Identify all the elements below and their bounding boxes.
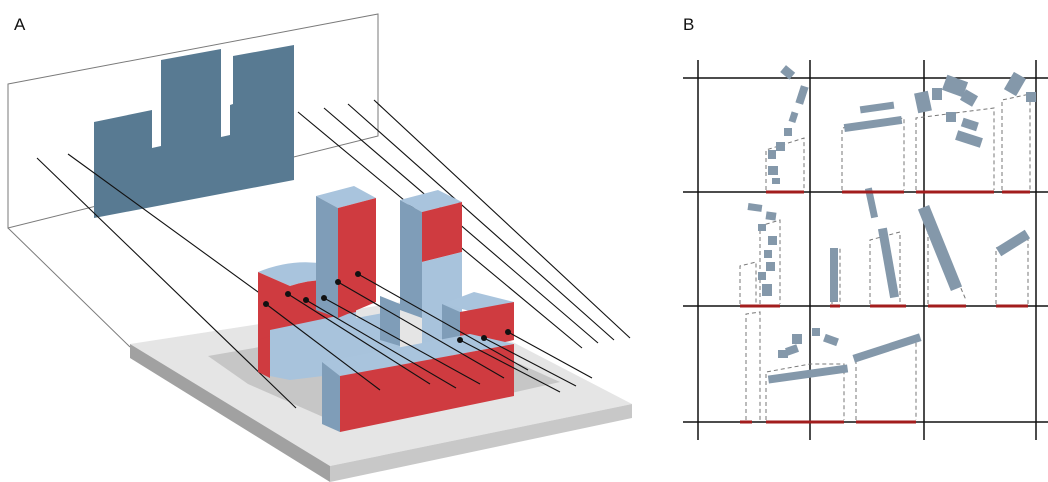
footprint — [1003, 71, 1027, 97]
tower-a-left — [316, 196, 338, 318]
footprint — [768, 166, 778, 175]
footprint — [941, 74, 969, 98]
panel-b-label: B — [683, 15, 694, 34]
tower-a-front — [338, 198, 376, 318]
footprint — [812, 328, 820, 336]
footprint — [768, 150, 776, 159]
projection-plane — [7, 13, 379, 348]
hit-point — [263, 301, 269, 307]
tower-b-roof — [400, 190, 462, 212]
projected-widths — [740, 190, 1030, 424]
footprint — [762, 284, 772, 296]
hit-point — [481, 335, 487, 341]
front-bar-front — [340, 344, 514, 432]
footprint — [843, 116, 903, 132]
footprint — [758, 224, 766, 231]
hit-point — [303, 297, 309, 303]
slab-right-face — [330, 404, 632, 482]
footprint — [772, 178, 780, 184]
middle-block-face — [290, 310, 400, 366]
hit-point — [335, 279, 341, 285]
tower-a-roof — [316, 186, 376, 208]
footprint — [852, 333, 922, 363]
footprint — [768, 236, 777, 245]
grid — [683, 60, 1048, 440]
panel-b: B — [683, 15, 1048, 440]
footprint — [917, 204, 963, 292]
footprint — [955, 130, 983, 148]
plane-floor-edge — [7, 227, 131, 348]
footprint — [776, 142, 785, 151]
footprint — [932, 88, 942, 100]
footprint — [914, 90, 932, 114]
front-bar-left — [322, 362, 340, 432]
panel-a-label: A — [14, 15, 26, 34]
slab-left-face — [130, 344, 330, 482]
footprint — [960, 117, 979, 132]
building-footprints — [747, 65, 1036, 384]
hit-point — [355, 271, 361, 277]
footprint — [792, 334, 802, 344]
middle-block-side — [380, 296, 400, 346]
ray-hit-points — [263, 271, 511, 343]
tower-b-left — [400, 200, 422, 318]
footprint — [864, 187, 879, 219]
middle-block — [290, 296, 400, 366]
footprint — [758, 272, 766, 280]
footprint — [877, 227, 900, 299]
building-left-lower-red — [258, 336, 270, 378]
footprint — [788, 111, 799, 123]
hit-point — [285, 291, 291, 297]
skyline-silhouette — [94, 45, 294, 218]
footprint — [778, 350, 788, 358]
footprint — [767, 364, 849, 384]
plane-outline — [7, 13, 379, 229]
footprint — [959, 89, 979, 107]
tower-b-front-red — [422, 202, 462, 262]
footprint — [946, 112, 956, 122]
footprint — [780, 65, 796, 80]
footprint — [795, 85, 809, 105]
panel-a: A — [7, 13, 632, 482]
footprint — [764, 250, 772, 258]
hit-point — [457, 337, 463, 343]
footprint — [784, 344, 800, 356]
footprint — [784, 128, 792, 136]
front-bar — [322, 334, 514, 432]
footprint — [747, 203, 763, 212]
hit-point — [321, 295, 327, 301]
footprint — [766, 262, 775, 271]
hit-point — [505, 329, 511, 335]
footprint — [995, 229, 1031, 257]
footprint — [859, 101, 895, 114]
footprint — [823, 333, 839, 347]
sun-rays-front — [265, 273, 593, 393]
footprint — [830, 248, 838, 302]
footprint — [765, 211, 777, 221]
footprint — [1026, 92, 1036, 102]
front-bar-roof — [322, 334, 514, 376]
